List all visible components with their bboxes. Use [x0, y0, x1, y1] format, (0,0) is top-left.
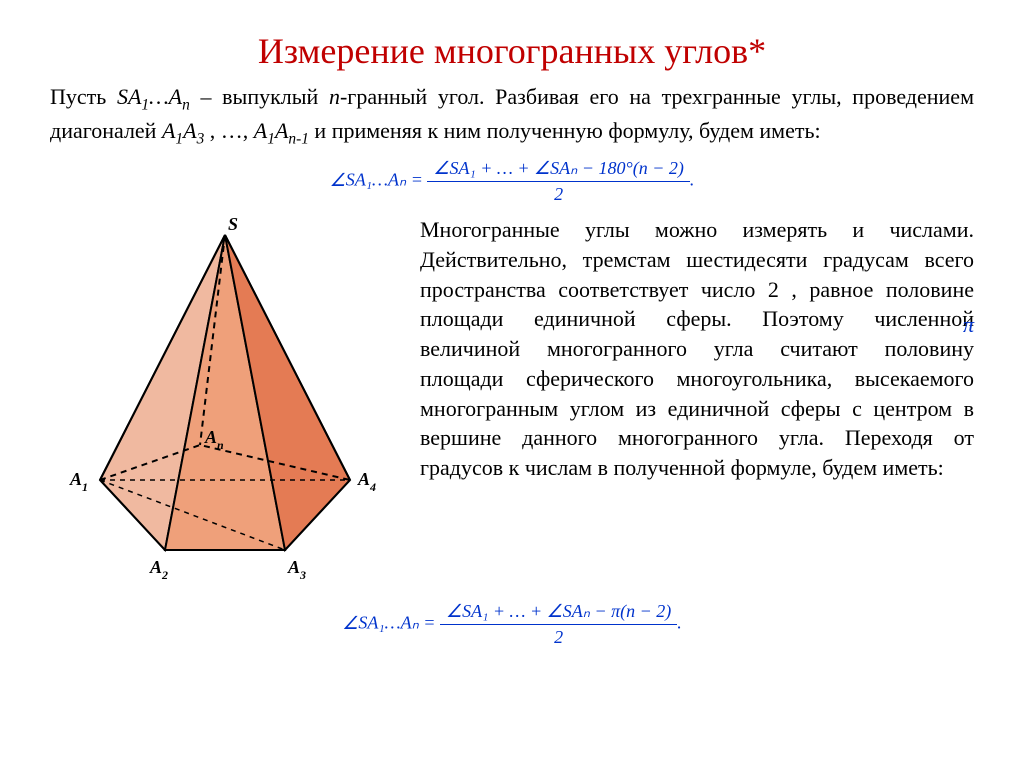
body-text-content: Многогранные углы можно измерять и числа…	[420, 217, 974, 480]
f1-fraction: ∠SA₁ + … + ∠SAₙ − 180°(n − 2) 2	[427, 158, 689, 205]
intro-p3: , …,	[210, 118, 254, 143]
intro-p4: и применяя к ним полученную формулу, буд…	[314, 118, 820, 143]
f2-lhs: SA₁…Aₙ =	[358, 613, 435, 633]
label-a1: A1	[69, 469, 88, 494]
page-title: Измерение многогранных углов*	[50, 30, 974, 72]
intro-paragraph: Пусть SA1…An – выпуклый n-гранный угол. …	[50, 82, 974, 150]
n-italic: n	[329, 84, 340, 109]
label-a2: A2	[149, 557, 168, 582]
formula-1: SA₁…Aₙ = ∠SA₁ + … + ∠SAₙ − 180°(n − 2) 2…	[50, 158, 974, 205]
f2-fraction: ∠SA₁ + … + ∠SAₙ − π(n − 2) 2	[440, 601, 677, 648]
pi-symbol: π	[963, 310, 974, 340]
f1-numerator: ∠SA₁ + … + ∠SAₙ − 180°(n − 2)	[427, 158, 689, 182]
content-row: S A1 A2 A3 A4 An Многогранные углы можно…	[50, 215, 974, 595]
angle-symbol-2	[342, 613, 358, 633]
f1-tail: .	[690, 170, 695, 190]
intro-p1: Пусть	[50, 84, 117, 109]
f1-lhs: SA₁…Aₙ =	[346, 170, 423, 190]
intro-p2: – выпуклый	[201, 84, 329, 109]
f2-numerator: ∠SA₁ + … + ∠SAₙ − π(n − 2)	[440, 601, 677, 625]
f2-denominator: 2	[440, 625, 677, 648]
f2-tail: .	[677, 613, 682, 633]
formula-2: SA₁…Aₙ = ∠SA₁ + … + ∠SAₙ − π(n − 2) 2 .	[50, 601, 974, 648]
label-a4: A4	[357, 469, 376, 494]
pyramid-diagram: S A1 A2 A3 A4 An	[50, 215, 400, 595]
label-s: S	[228, 215, 238, 234]
expr-sa1an: SA1…An	[117, 84, 190, 109]
body-paragraph: Многогранные углы можно измерять и числа…	[420, 215, 974, 482]
expr-a1a3: A1A3	[162, 118, 204, 143]
f1-denominator: 2	[427, 182, 689, 205]
angle-symbol	[330, 170, 346, 190]
label-a3: A3	[287, 557, 306, 582]
expr-a1an1: A1An-1	[254, 118, 309, 143]
